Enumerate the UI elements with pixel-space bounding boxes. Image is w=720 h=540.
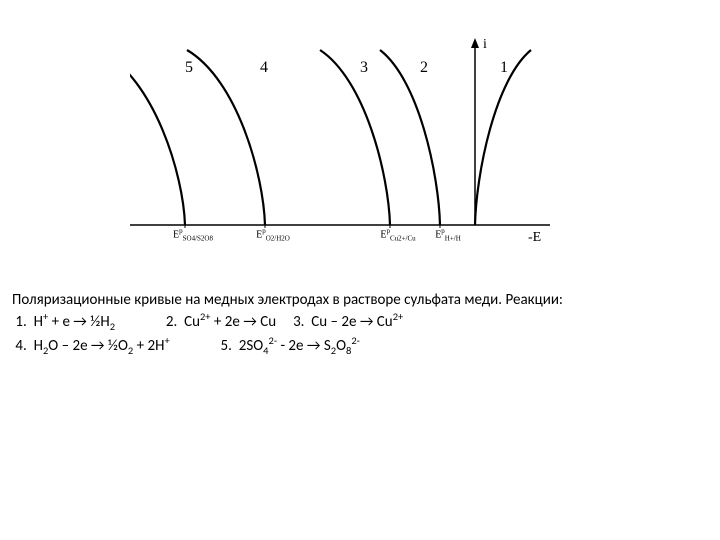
caption-line2: 1. H+ + e → ½H2 2. Cu2+ + 2e → Cu 3. Cu … (12, 310, 708, 334)
svg-text:3: 3 (360, 59, 368, 76)
caption-block: Поляризационные кривые на медных электро… (12, 290, 708, 359)
r2-num: 2. (166, 313, 177, 331)
r4-eq: H2O – 2e → ½O2 + 2H+ (34, 337, 170, 355)
caption-line1: Поляризационные кривые на медных электро… (12, 290, 708, 310)
r4-num: 4. (15, 337, 26, 355)
caption-line3: 4. H2O – 2e → ½O2 + 2H+ 5. 2SO42- - 2e →… (12, 334, 708, 358)
r3-num: 3. (293, 313, 304, 331)
svg-text:2: 2 (420, 59, 428, 76)
r5-num: 5. (221, 337, 232, 355)
chart-svg: i-EEрSO4/S2O8EрO2/H2OEрCu2+/CuEрH+/H1234… (130, 30, 550, 270)
svg-text:5: 5 (185, 59, 193, 76)
r1-eq: H+ + e → ½H2 (34, 313, 115, 331)
svg-text:i: i (483, 37, 487, 52)
r1-num: 1. (15, 313, 26, 331)
r3-eq: Cu – 2e → Cu2+ (311, 313, 403, 331)
r5-eq: 2SO42- - 2e → S2O82- (239, 337, 360, 355)
svg-text:1: 1 (500, 59, 508, 76)
svg-text:-E: -E (528, 230, 541, 245)
svg-text:4: 4 (260, 59, 268, 76)
polarization-chart: i-EEрSO4/S2O8EрO2/H2OEрCu2+/CuEрH+/H1234… (130, 30, 550, 270)
r2-eq: Cu2+ + 2e → Cu (184, 313, 276, 331)
